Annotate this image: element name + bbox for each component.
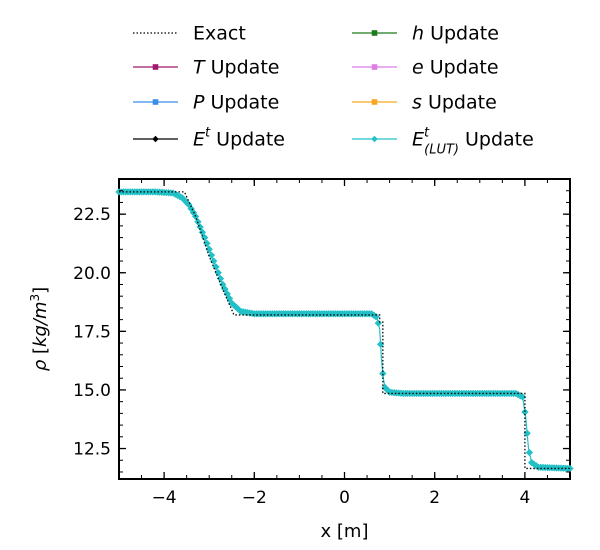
legend-marker [371, 30, 378, 36]
lut-marker [372, 312, 380, 321]
legend-label: Et (LUT) Update [412, 126, 534, 158]
legend-entry: Exact [133, 23, 246, 45]
legend-label: T Update [193, 57, 279, 79]
series-layer [115, 188, 574, 473]
x-axis-label: x [m] [321, 521, 369, 542]
legend-entry: Et Update [133, 126, 285, 151]
legend-symbol: e [412, 57, 424, 79]
legend-symbol: s [412, 92, 422, 114]
legend-symbol: P [193, 92, 205, 114]
y-axis-label-symbol: ρ [30, 359, 51, 371]
y-tick-label: 12.5 [73, 440, 111, 460]
legend-label: h Update [412, 23, 499, 45]
legend-label: s Update [412, 92, 497, 114]
x-tick-label: −2 [242, 488, 267, 508]
legend-text: Update [422, 92, 497, 114]
lut-marker [200, 233, 209, 242]
lut-marker [521, 408, 529, 416]
x-tick-label: −4 [152, 488, 177, 508]
y-tick-label: 17.5 [73, 322, 111, 342]
legend-label: Exact [193, 23, 246, 45]
y-tick-label: 15.0 [73, 381, 111, 401]
lut-marker [518, 393, 527, 401]
lut-marker [374, 319, 383, 327]
legend-sup: t [205, 126, 211, 141]
legend-marker [371, 135, 378, 143]
legend-entry: T Update [133, 57, 279, 79]
legend-label: e Update [412, 57, 499, 79]
legend-label: Et Update [193, 126, 285, 151]
legend-symbol: h [412, 23, 424, 45]
y-axis-label: ρ [kg/m3] [28, 287, 51, 371]
y-axis-label-exponent: 3 [28, 294, 42, 302]
lut-marker [525, 448, 534, 457]
legend-marker [152, 135, 159, 143]
lut-marker [379, 369, 387, 378]
plot-frame [118, 178, 571, 480]
legend-sup: t [424, 126, 430, 141]
legend-entry: e Update [352, 57, 499, 79]
series-line-lut [119, 191, 571, 470]
y-axis-label-close: ] [30, 287, 51, 294]
legend-text: Update [424, 23, 499, 45]
legend-entry: P Update [133, 92, 279, 114]
series-line-exact [119, 191, 570, 470]
y-tick-label: 20.0 [73, 264, 111, 284]
legend-entry: h Update [352, 23, 499, 45]
x-tick-label: 2 [429, 488, 440, 508]
legend-marker [371, 64, 378, 70]
legend-label: P Update [193, 92, 279, 114]
legend-text: Update [459, 129, 534, 151]
legend-marker [152, 64, 159, 70]
x-tick-label: 4 [519, 488, 530, 508]
legend-entry: Et (LUT) Update [352, 126, 534, 158]
lut-marker [209, 257, 218, 265]
legend-marker [152, 99, 159, 105]
lut-marker [207, 251, 216, 259]
legend-sub: (LUT) [424, 143, 459, 158]
legend-text: Update [210, 129, 285, 151]
legend-marker [371, 99, 378, 105]
y-tick-label: 22.5 [73, 205, 111, 225]
legend-text: Update [424, 57, 499, 79]
x-tick-label: 0 [339, 488, 350, 508]
legend-text: Update [205, 57, 280, 79]
y-axis-label-unit: kg/m [30, 302, 51, 347]
legend-symbol: E [412, 129, 424, 151]
axes: −4 −2 0 2 4 12.5 15.0 17.5 20.0 22.5 [73, 178, 571, 508]
legend-entry: s Update [352, 92, 497, 114]
legend-symbol: T [193, 57, 206, 79]
legend-text: Update [204, 92, 279, 114]
y-axis-label-open: [ [30, 347, 51, 360]
legend-symbol: E [193, 129, 205, 151]
